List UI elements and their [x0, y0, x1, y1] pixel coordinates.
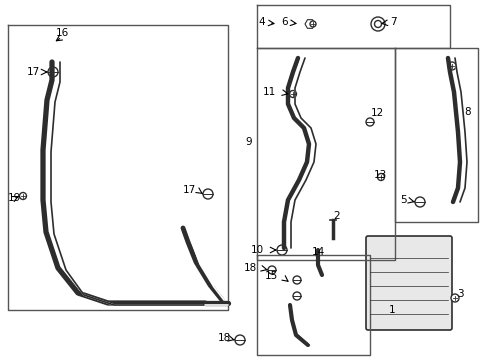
Text: 9: 9 — [245, 137, 252, 147]
Circle shape — [371, 17, 385, 31]
Text: 18: 18 — [218, 333, 231, 343]
Circle shape — [293, 276, 301, 284]
FancyBboxPatch shape — [366, 236, 452, 330]
Text: 18: 18 — [244, 263, 257, 273]
Circle shape — [374, 21, 382, 27]
Text: 11: 11 — [263, 87, 276, 97]
Text: 8: 8 — [465, 107, 471, 117]
Text: 10: 10 — [251, 245, 264, 255]
Circle shape — [48, 67, 58, 77]
Circle shape — [451, 294, 459, 302]
Circle shape — [310, 21, 316, 27]
Text: 16: 16 — [55, 28, 69, 38]
Circle shape — [448, 62, 456, 70]
Polygon shape — [305, 20, 315, 28]
Text: 13: 13 — [373, 170, 387, 180]
Text: 14: 14 — [311, 247, 324, 257]
Circle shape — [235, 335, 245, 345]
Text: 2: 2 — [334, 211, 341, 221]
Circle shape — [20, 193, 26, 199]
Text: 12: 12 — [370, 108, 384, 118]
Circle shape — [415, 197, 425, 207]
Text: 3: 3 — [457, 289, 464, 299]
Text: 6: 6 — [282, 17, 288, 27]
Circle shape — [377, 174, 385, 180]
Text: 4: 4 — [259, 17, 265, 27]
Circle shape — [366, 118, 374, 126]
Text: 1: 1 — [389, 305, 395, 315]
Text: 17: 17 — [183, 185, 196, 195]
Circle shape — [277, 245, 287, 255]
Circle shape — [290, 90, 296, 98]
Circle shape — [293, 292, 301, 300]
Text: 15: 15 — [265, 271, 278, 281]
Circle shape — [203, 189, 213, 199]
Text: 19: 19 — [8, 193, 21, 203]
Text: 7: 7 — [390, 17, 396, 27]
Circle shape — [268, 266, 276, 274]
Text: 5: 5 — [400, 195, 407, 205]
Text: 17: 17 — [27, 67, 40, 77]
